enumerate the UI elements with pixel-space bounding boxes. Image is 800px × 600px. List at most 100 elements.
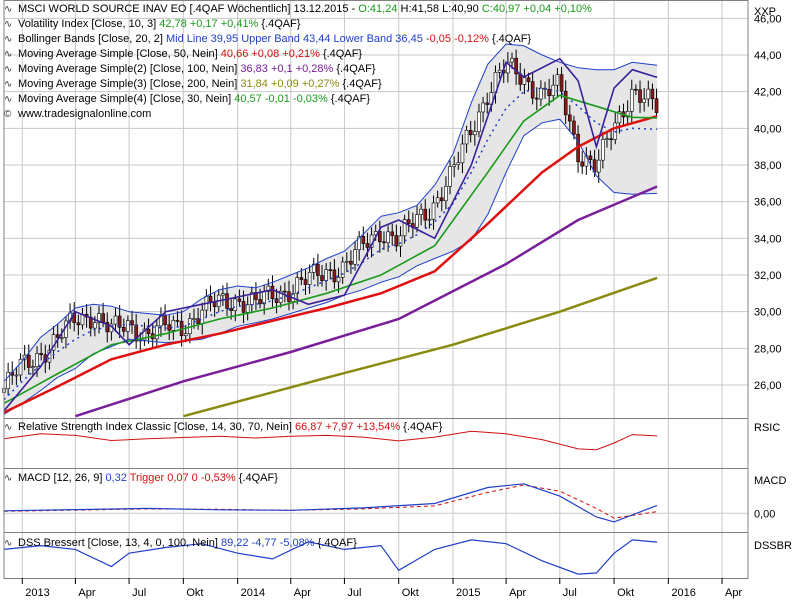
ma50-line	[3, 114, 658, 414]
wave-icon: ∿	[4, 34, 13, 45]
candle-up	[456, 162, 461, 166]
x-tick-label: Apr	[78, 587, 95, 599]
candle-up	[14, 374, 19, 377]
candle-down	[225, 293, 229, 309]
legend-line: ∿ Bollinger Bands [Close, 20, 2] Mid Line…	[4, 32, 592, 47]
candle-up	[398, 235, 403, 247]
bollinger-upper-line	[3, 43, 658, 382]
candle-down	[423, 208, 428, 221]
candle-up	[555, 74, 560, 86]
candle-up	[402, 219, 407, 237]
candle-up	[539, 87, 543, 100]
price-tick-label: 30,00	[754, 307, 782, 319]
candle-up	[435, 197, 440, 204]
legend-text: Mid Line 39,95 Upper Band 43,44 Lower Ba…	[165, 33, 423, 45]
legend-line: ∿ Relative Strength Index Classic [Close,…	[4, 420, 442, 435]
x-tick-label: Jul	[132, 587, 146, 599]
candle-up	[629, 88, 634, 112]
candle-up	[353, 249, 357, 265]
candle-down	[163, 315, 167, 326]
bollinger-lower-line	[3, 118, 658, 415]
legend-line: ∿ MSCI WORLD SOURCE INAV EO [.4QAF Wöchen…	[4, 2, 592, 17]
candle-down	[572, 120, 576, 135]
candle-up	[113, 315, 118, 325]
candle-down	[394, 235, 399, 247]
candle-down	[208, 295, 213, 303]
candle-down	[382, 241, 386, 244]
candle-up	[97, 313, 101, 324]
bollinger-band-fill	[4, 44, 658, 415]
candle-down	[638, 89, 642, 103]
candle-down	[568, 114, 572, 122]
legend-text: Moving Average Simple(4) [Close, 30, Nei…	[18, 93, 235, 105]
candle-down	[361, 236, 366, 244]
candle-up	[200, 309, 205, 324]
x-tick-label: 2013	[25, 587, 49, 599]
candle-down	[26, 354, 31, 368]
candle-down	[390, 231, 395, 236]
macd-panel	[3, 483, 658, 523]
candle-up	[35, 353, 39, 368]
candle-up	[481, 102, 485, 113]
candle-down	[588, 155, 593, 160]
legend-text: {.4QAF}	[314, 537, 357, 549]
dss-axis-title: DSSBR	[754, 540, 792, 552]
rsi-line	[3, 430, 658, 451]
x-tick-label: Okt	[402, 587, 419, 599]
axis-labels: 26,00 28,00 30,00 32,00 34,00 36,00 38,00 40,00…	[21, 6, 792, 599]
wave-icon: ∿	[4, 94, 13, 105]
candle-down	[76, 322, 81, 326]
price-tick-label: 28,00	[754, 343, 782, 355]
legend-text: -0,05 -0,12%	[422, 33, 489, 45]
price-panel	[2, 43, 659, 418]
candle-down	[609, 138, 613, 141]
candle-down	[526, 77, 531, 82]
candle-down	[580, 161, 585, 167]
candle-up	[324, 269, 328, 281]
wave-icon: ∿	[4, 49, 13, 60]
candle-up	[464, 129, 469, 145]
candle-up	[93, 322, 97, 329]
candle-up	[625, 111, 630, 118]
candle-up	[311, 263, 316, 273]
legend-line: ∿ Moving Average Simple(4) [Close, 30, Ne…	[4, 92, 592, 107]
candle-down	[270, 285, 275, 300]
legend-text: 31,84 +0,09 +0,27%	[240, 78, 340, 90]
candle-up	[444, 186, 448, 202]
wave-icon: ∿	[4, 19, 13, 30]
legend-text: 89,22 -4,77 -5,08%	[220, 537, 315, 549]
candle-up	[642, 98, 646, 103]
volatility-index-line	[3, 57, 658, 412]
legend-text: Trigger 0,07 0 -0,53%	[126, 472, 236, 484]
candle-up	[357, 236, 361, 250]
x-tick-label: Apr	[725, 587, 742, 599]
candle-down	[547, 88, 551, 96]
legend-text: {.4QAF}	[258, 18, 301, 30]
legend-text: MSCI WORLD SOURCE INAV EO [.4QAF Wöchent…	[18, 3, 359, 15]
candle-down	[332, 269, 337, 283]
candle-up	[427, 218, 432, 221]
candle-up	[295, 277, 300, 294]
candle-up	[142, 328, 147, 341]
candle-up	[386, 231, 390, 243]
legend-line: ∿ MACD [12, 26, 9] 0,32 Trigger 0,07 0 -0…	[4, 471, 278, 486]
candle-up	[477, 111, 481, 132]
legend-line: ∿ Moving Average Simple [Close, 50, Nein]…	[4, 47, 592, 62]
legend-text: {.4QAF}	[319, 48, 363, 60]
candle-down	[316, 263, 320, 276]
candle-up	[31, 366, 35, 369]
candle-up	[452, 164, 456, 167]
rsi-panel	[3, 430, 658, 451]
candle-down	[320, 275, 324, 281]
legend-text: Moving Average Simple(3) [Close, 200, Ne…	[18, 78, 241, 90]
price-tick-label: 34,00	[754, 233, 782, 245]
candle-up	[460, 143, 465, 164]
legend-text: Relative Strength Index Classic [Close, …	[18, 421, 295, 433]
candle-up	[278, 290, 283, 303]
macd-tick-label: 0,00	[754, 508, 775, 520]
candle-down	[299, 277, 304, 280]
candle-up	[596, 159, 601, 173]
price-tick-label: 36,00	[754, 197, 782, 209]
ma100-line	[75, 185, 658, 418]
